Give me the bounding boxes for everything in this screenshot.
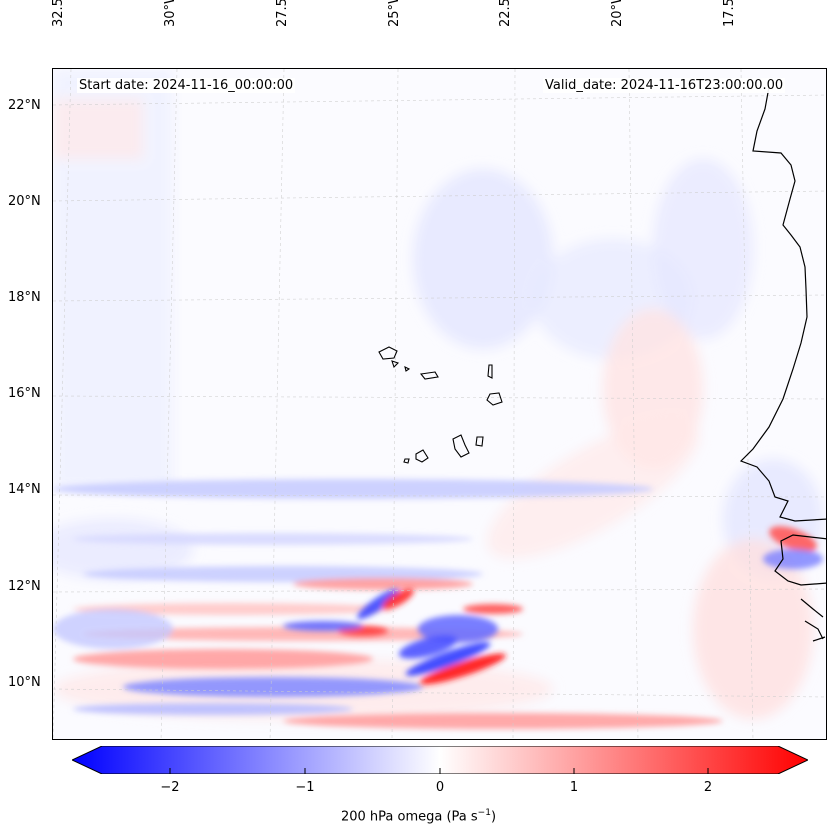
colorbar <box>72 746 808 774</box>
omega-cores <box>283 526 823 685</box>
lat-label: 12°N <box>8 579 41 594</box>
island <box>419 371 439 380</box>
start-date-label: Start date: 2024-11-16_00:00:00 <box>77 78 296 93</box>
lon-label: 27.5°W <box>275 0 290 27</box>
lat-label: 14°N <box>8 482 41 497</box>
omega-bands <box>53 479 723 729</box>
lon-label: 30°W <box>163 0 178 27</box>
coastline <box>739 86 826 642</box>
lat-label: 22°N <box>8 98 41 113</box>
island <box>403 458 410 464</box>
island <box>475 436 484 447</box>
colorbar-ramp <box>72 746 808 774</box>
island <box>391 360 400 369</box>
colorbar-label-end: ) <box>490 809 497 825</box>
lon-label: 22.5°W <box>498 0 513 27</box>
graticule <box>53 69 826 739</box>
cape-verde-islands <box>378 346 503 464</box>
island <box>486 392 503 406</box>
lat-label: 16°N <box>8 386 41 401</box>
colorbar-tick-label: −1 <box>295 780 315 795</box>
valid-date-label: Valid_date: 2024-11-16T23:00:00.00 <box>543 78 786 93</box>
island <box>404 365 411 372</box>
africa-coast-south <box>774 534 826 586</box>
island <box>415 449 429 463</box>
lon-label: 25°W <box>387 0 402 27</box>
colorbar-label: 200 hPa omega (Pa s−1) <box>0 808 837 824</box>
lon-label: 32.5°W <box>51 0 66 27</box>
lon-label: 20°W <box>610 0 625 27</box>
colorbar-tick-label: 0 <box>435 780 445 795</box>
colorbar-tick-label: −2 <box>160 780 180 795</box>
colorbar-ticks <box>169 768 709 774</box>
colorbar-tick-label: 1 <box>569 780 579 795</box>
island <box>452 434 470 458</box>
africa-coast <box>739 86 826 522</box>
omega-field-map <box>53 69 826 739</box>
map-panel <box>52 68 827 740</box>
colorbar-label-main: 200 hPa omega (Pa s <box>340 809 478 825</box>
lat-label: 20°N <box>8 194 41 209</box>
lat-label: 10°N <box>8 675 41 690</box>
colorbar-tick-label: 2 <box>703 780 713 795</box>
lon-label: 17.5°W <box>722 0 737 27</box>
island <box>487 364 493 379</box>
colorbar-label-exponent: −1 <box>477 808 491 818</box>
lat-label: 18°N <box>8 290 41 305</box>
island <box>378 346 398 360</box>
